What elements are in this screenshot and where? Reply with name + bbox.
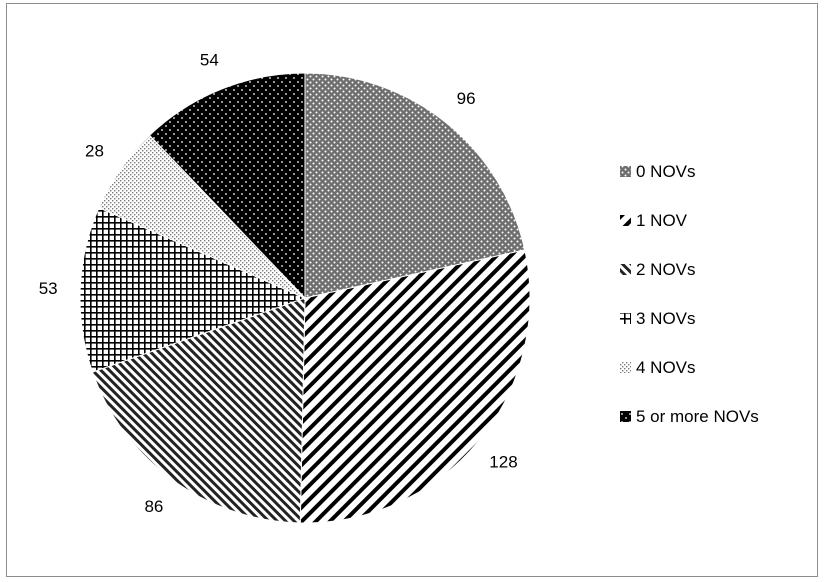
legend-label-2-novs: 2 NOVs [636, 260, 696, 279]
legend-swatch-0-novs [620, 166, 631, 177]
legend-label-5-or-more-novs: 5 or more NOVs [636, 407, 759, 426]
pie-data-labels: 96 128 86 53 28 54 [39, 50, 518, 515]
legend-swatch-1-nov [620, 215, 631, 226]
pie-slice-5-or-more-novs [148, 72, 306, 300]
pie-slice-3-novs [79, 207, 307, 373]
legend-label-3-novs: 3 NOVs [636, 309, 696, 328]
data-label-5-or-more-novs: 54 [200, 50, 219, 69]
pie-slice-0-novs [304, 72, 526, 299]
data-label-2-novs: 86 [144, 497, 163, 516]
data-label-4-novs: 28 [85, 142, 104, 161]
legend-swatch-5-or-more-novs [620, 411, 631, 422]
data-label-3-novs: 53 [39, 279, 58, 298]
legend-swatch-2-novs [620, 264, 631, 275]
pie-slice-1-nov [299, 249, 531, 524]
legend: 0 NOVs 1 NOV 2 NOVs 3 NOVs 4 NOVs 5 or more N… [620, 162, 759, 426]
pie-slices [79, 72, 531, 524]
pie-slice-2-novs [91, 297, 306, 524]
legend-swatch-3-novs [620, 313, 631, 324]
data-label-0-novs: 96 [457, 89, 476, 108]
legend-label-1-nov: 1 NOV [636, 211, 688, 230]
data-label-1-nov: 128 [489, 452, 517, 471]
legend-label-4-novs: 4 NOVs [636, 358, 696, 377]
legend-label-0-novs: 0 NOVs [636, 162, 696, 181]
legend-swatch-4-novs [620, 362, 631, 373]
